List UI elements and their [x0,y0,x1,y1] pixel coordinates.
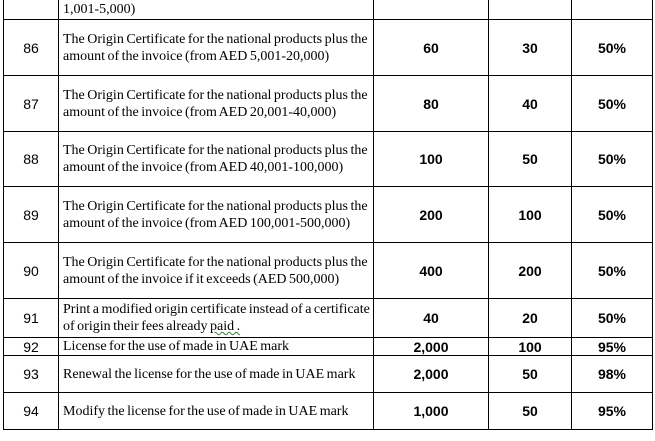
row-description: The Origin Certificate for the national … [58,19,374,76]
row-fee: 100 [373,131,489,187]
fees-table: 1,001-5,000) 86 The Origin Certificate f… [3,0,653,430]
row-second-value: 100 [488,186,572,243]
row-percent: 95% [571,392,653,430]
row-fee-cell [373,0,489,20]
table-row-86: 86 The Origin Certificate for the nation… [3,19,653,76]
row-description-main: Print a modified origin certificate inst… [63,302,370,334]
row-description: Print a modified origin certificate inst… [58,298,374,338]
row-description: The Origin Certificate for the national … [58,131,374,187]
row-description: The Origin Certificate for the national … [58,75,374,132]
row-second-value: 200 [488,242,572,299]
row-second-value: 100 [488,337,572,356]
row-number-cell [3,0,59,20]
row-number: 89 [3,186,59,243]
row-number: 87 [3,75,59,132]
table-row-91: 91 Print a modified origin certificate i… [3,298,653,338]
row-fee: 2,000 [373,355,489,393]
row-percent: 50% [571,19,653,76]
row-number: 92 [3,337,59,356]
table-row-90: 90 The Origin Certificate for the nation… [3,242,653,299]
row-fee: 40 [373,298,489,338]
row-number: 93 [3,355,59,393]
row-percent: 50% [571,186,653,243]
row-description: Modify the license for the use of made i… [58,392,374,430]
row-second-cell [488,0,572,20]
row-second-value: 40 [488,75,572,132]
table-row-89: 89 The Origin Certificate for the nation… [3,186,653,243]
row-second-value: 30 [488,19,572,76]
row-description: License for the use of made in UAE mark [58,337,374,356]
row-second-value: 50 [488,355,572,393]
row-number: 91 [3,298,59,338]
row-number: 86 [3,19,59,76]
table-row-88: 88 The Origin Certificate for the nation… [3,131,653,187]
row-percent: 98% [571,355,653,393]
table-row-87: 87 The Origin Certificate for the nation… [3,75,653,132]
row-percent: 50% [571,131,653,187]
row-percent: 50% [571,298,653,338]
table-row-94: 94 Modify the license for the use of mad… [3,392,653,430]
row-percent: 50% [571,242,653,299]
row-number: 90 [3,242,59,299]
row-percent-cell [571,0,653,20]
row-description-underlined: paid . [210,319,241,334]
row-percent: 50% [571,75,653,132]
row-description: Renewal the license for the use of made … [58,355,374,393]
row-fee: 1,000 [373,392,489,430]
row-fee: 60 [373,19,489,76]
row-description: 1,001-5,000) [58,0,374,20]
row-description: The Origin Certificate for the national … [58,186,374,243]
row-percent: 95% [571,337,653,356]
row-description: The Origin Certificate for the national … [58,242,374,299]
row-second-value: 20 [488,298,572,338]
row-second-value: 50 [488,392,572,430]
table-row-93: 93 Renewal the license for the use of ma… [3,355,653,393]
row-second-value: 50 [488,131,572,187]
table-row-top-continued: 1,001-5,000) [3,0,653,20]
row-number: 94 [3,392,59,430]
row-fee: 400 [373,242,489,299]
table-row-92: 92 License for the use of made in UAE ma… [3,337,653,356]
row-fee: 2,000 [373,337,489,356]
row-number: 88 [3,131,59,187]
row-fee: 200 [373,186,489,243]
row-fee: 80 [373,75,489,132]
